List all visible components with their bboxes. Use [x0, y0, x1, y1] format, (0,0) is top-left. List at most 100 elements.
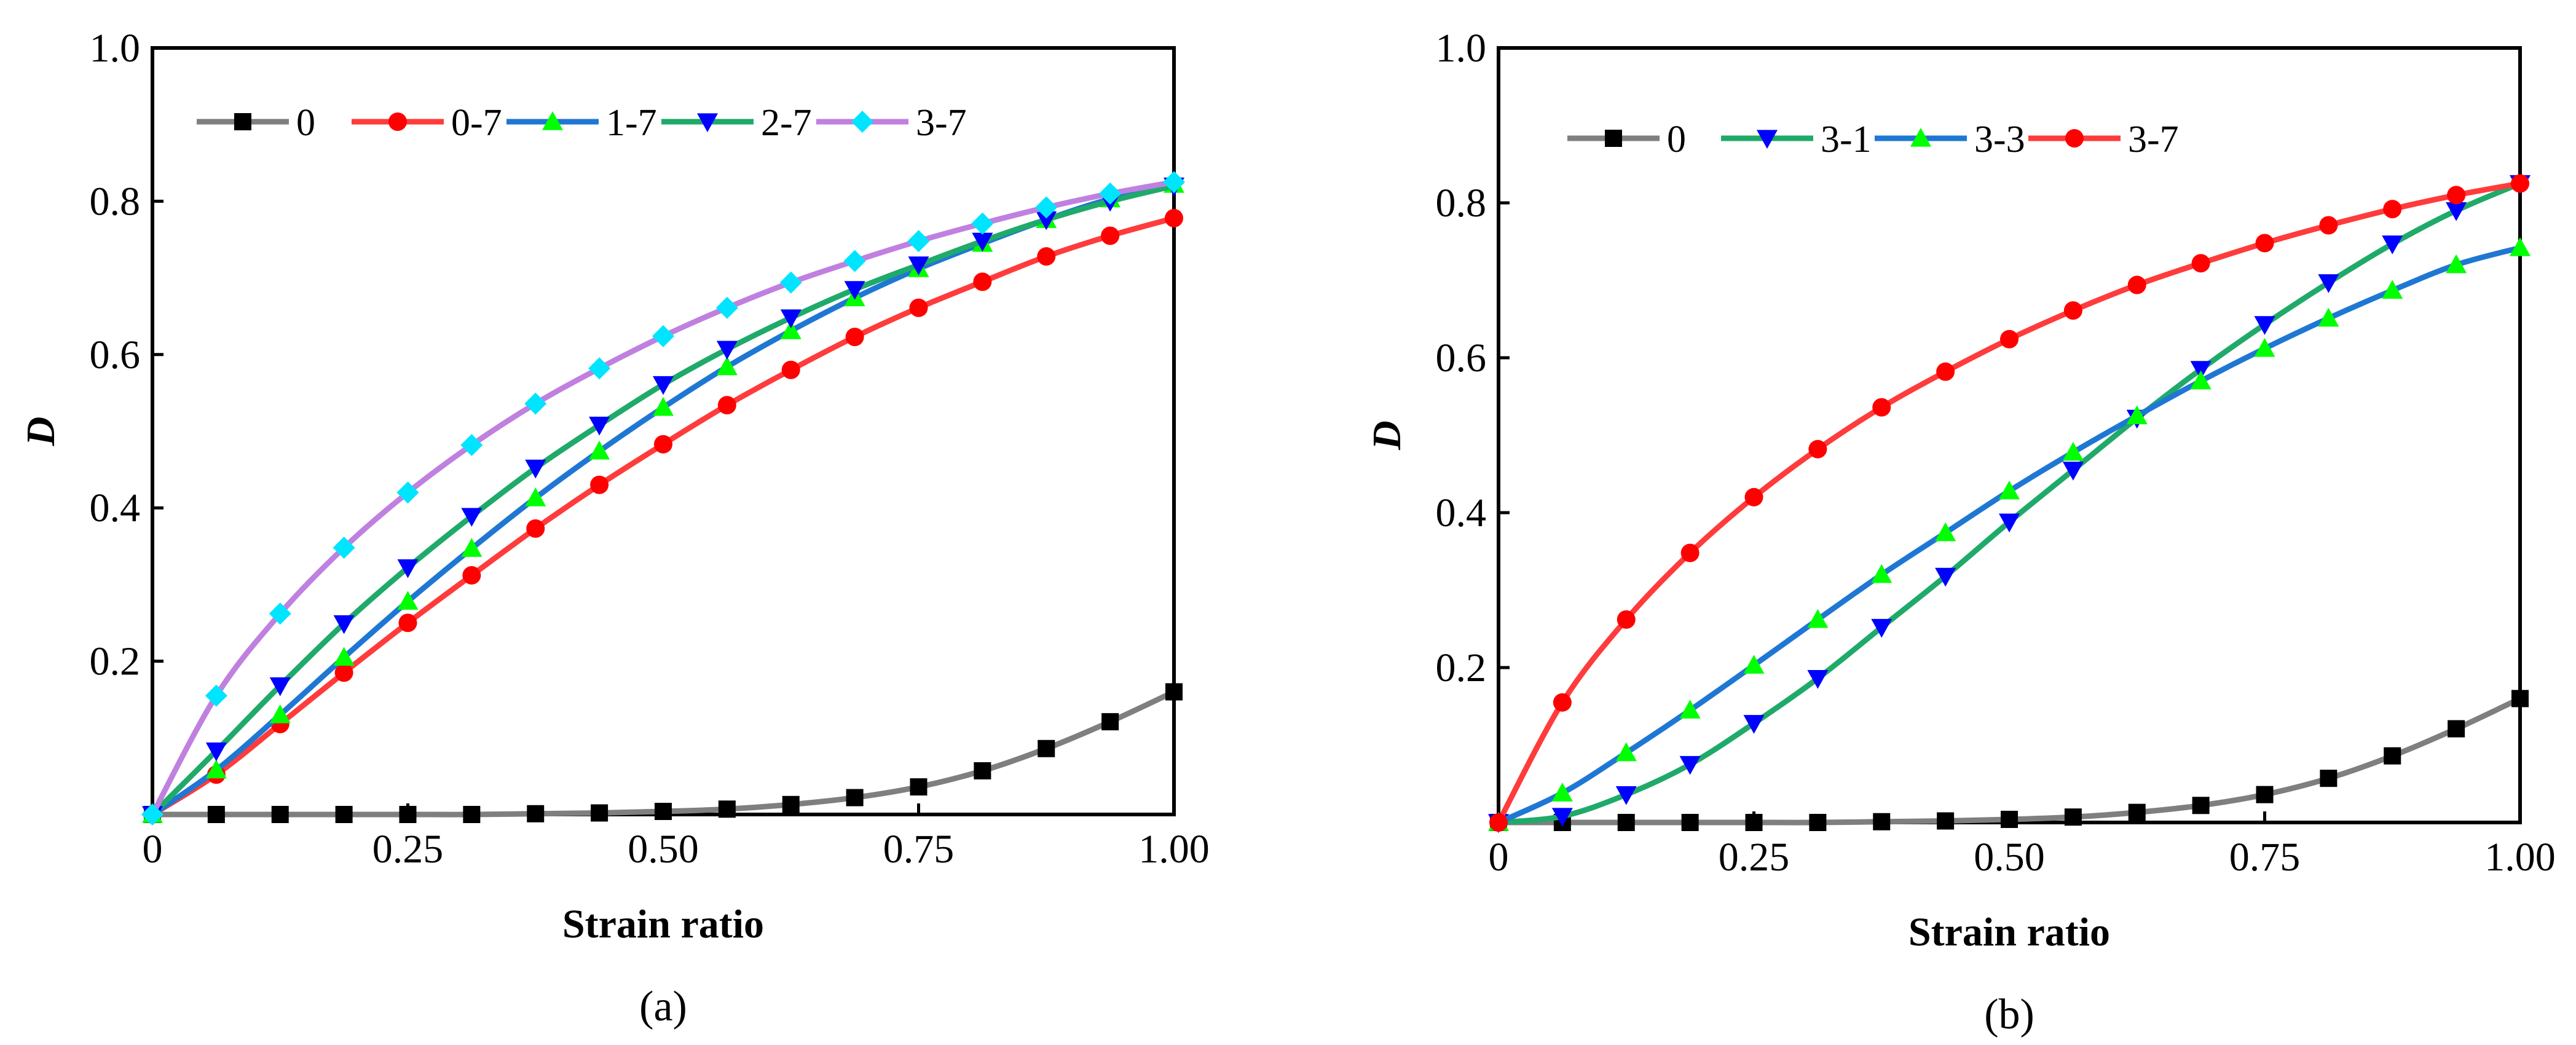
data-point — [460, 433, 483, 456]
y-tick-label: 0.4 — [1436, 491, 1487, 535]
legend-item: 3-7 — [2028, 119, 2179, 160]
series-line — [150, 183, 1175, 817]
panel-label: (b) — [1984, 991, 2034, 1038]
data-point — [271, 806, 289, 823]
data-point — [1615, 742, 1637, 762]
data-point — [1999, 513, 2020, 533]
data-point — [1489, 813, 1508, 832]
y-tick-label: 0.6 — [90, 333, 141, 377]
y-tick-label: 0.8 — [90, 179, 141, 224]
data-point — [589, 416, 610, 436]
data-point — [2190, 370, 2212, 390]
data-point — [1037, 247, 1056, 266]
x-axis-title: Strain ratio — [1908, 910, 2110, 955]
y-tick-label: 0.6 — [1436, 336, 1487, 381]
series-line — [1496, 181, 2521, 824]
data-point — [1743, 715, 1765, 734]
legend-label: 3-3 — [1974, 119, 2025, 160]
data-point — [2318, 307, 2339, 327]
data-point — [1936, 362, 1955, 381]
y-tick-label: 0.8 — [1436, 181, 1487, 226]
data-point — [1808, 440, 1827, 459]
data-point — [844, 281, 865, 300]
legend-swatch-marker — [1910, 128, 1931, 147]
data-point — [2384, 747, 2401, 765]
data-point — [335, 806, 353, 823]
data-point — [1553, 693, 1572, 712]
data-point — [2000, 329, 2019, 349]
data-point — [1679, 755, 1701, 775]
x-axis-title: Strain ratio — [562, 902, 764, 947]
series-3-7 — [1489, 174, 2529, 832]
data-point — [2192, 797, 2210, 814]
data-point — [269, 677, 291, 696]
y-axis-title: D — [18, 417, 63, 447]
data-point — [2447, 186, 2466, 205]
x-tick-label: 0 — [143, 827, 163, 872]
data-point — [2318, 274, 2339, 293]
legend-swatch-marker — [2065, 129, 2084, 148]
data-point — [463, 806, 481, 823]
y-tick-label: 1.0 — [90, 26, 141, 71]
x-tick-label: 0.25 — [1719, 835, 1790, 880]
data-point — [1551, 808, 1573, 827]
data-point — [653, 396, 674, 416]
legend-item: 3-1 — [1721, 119, 1872, 160]
y-tick-label: 0.2 — [1436, 645, 1487, 690]
data-point — [1165, 208, 1183, 227]
data-point — [1165, 683, 1183, 701]
data-point — [2256, 786, 2274, 803]
data-point — [462, 566, 481, 585]
data-point — [1035, 196, 1058, 219]
data-point — [333, 615, 355, 634]
data-point — [2062, 462, 2084, 481]
data-point — [717, 396, 736, 415]
series-2-7 — [142, 177, 1184, 825]
legend-swatch-marker — [542, 111, 563, 130]
legend-label: 0 — [1667, 119, 1686, 160]
data-point — [971, 212, 994, 235]
data-point — [2448, 720, 2465, 738]
series-line — [1498, 181, 2521, 826]
data-point — [1871, 564, 1893, 583]
data-point — [1617, 814, 1635, 831]
data-point — [2446, 202, 2467, 221]
legend: 0 3-1 3-3 3-7 — [1567, 119, 2179, 160]
legend-label: 0 — [296, 102, 315, 144]
series-line — [1499, 696, 2521, 826]
data-point — [2382, 235, 2403, 254]
data-point — [205, 759, 227, 779]
data-point — [1807, 609, 1829, 628]
y-axis-title: D — [1365, 420, 1409, 451]
data-point — [141, 803, 163, 826]
data-point — [1681, 814, 1699, 831]
data-point — [907, 230, 930, 253]
data-point — [2190, 361, 2212, 380]
data-point — [1937, 812, 1955, 830]
data-point — [205, 684, 227, 707]
legend-item: 3-3 — [1875, 119, 2025, 160]
data-point — [1873, 813, 1891, 830]
data-point — [1807, 670, 1829, 689]
data-point — [1038, 739, 1055, 757]
data-point — [269, 704, 291, 724]
data-point — [718, 800, 736, 818]
data-point — [2128, 803, 2146, 821]
data-point — [2446, 254, 2467, 274]
legend: 0 0-7 1-7 2-7 3-7 — [197, 102, 967, 144]
data-point — [2511, 174, 2529, 193]
data-point — [396, 481, 419, 504]
data-point — [1743, 655, 1765, 674]
data-point — [1101, 713, 1119, 731]
data-point — [1809, 814, 1827, 831]
data-point — [334, 663, 353, 682]
data-point — [1935, 567, 1956, 587]
data-point — [589, 440, 610, 460]
legend-swatch-marker — [851, 111, 873, 133]
legend-label: 2-7 — [761, 102, 812, 144]
series-3-7 — [141, 171, 1185, 826]
data-point — [1999, 480, 2020, 500]
data-point — [653, 376, 674, 395]
data-point — [1163, 171, 1185, 194]
x-tick-label: 1.00 — [2484, 835, 2556, 880]
